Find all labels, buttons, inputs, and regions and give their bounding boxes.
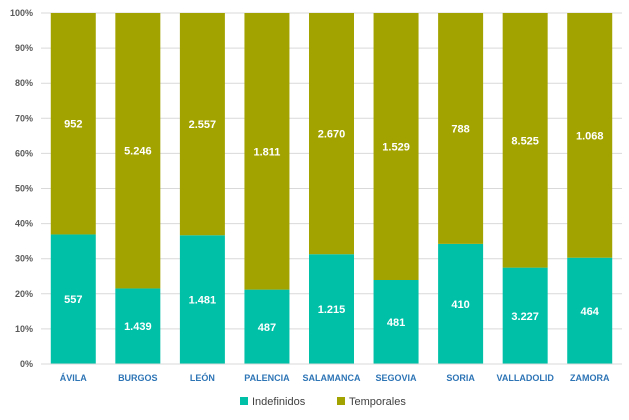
- legend-label: Indefinidos: [252, 396, 306, 408]
- x-tick-label: LEÓN: [190, 372, 215, 383]
- legend-swatch-indefinidos: [240, 397, 248, 405]
- x-tick-label: ZAMORA: [570, 373, 610, 383]
- data-label: 1.529: [382, 142, 410, 154]
- data-label: 464: [581, 306, 600, 318]
- x-tick-label: SALAMANCA: [303, 373, 361, 383]
- bar-segment-temporales: [309, 13, 354, 255]
- data-label: 487: [258, 322, 276, 334]
- x-tick-label: SORIA: [446, 373, 475, 383]
- data-label: 3.227: [511, 311, 539, 323]
- bar-segment-indefinidos: [115, 288, 161, 364]
- y-tick-label: 20%: [15, 289, 33, 299]
- x-tick-label: ÁVILA: [60, 373, 88, 383]
- data-label: 1.068: [576, 130, 604, 142]
- y-tick-label: 50%: [15, 184, 33, 194]
- y-tick-label: 80%: [15, 78, 33, 88]
- bar-segment-temporales: [373, 13, 419, 281]
- bar-segment-temporales: [567, 13, 613, 258]
- y-tick-label: 0%: [20, 359, 33, 369]
- x-tick-label: VALLADOLID: [497, 373, 555, 383]
- bar-segment-indefinidos: [179, 235, 225, 364]
- data-label: 2.670: [318, 129, 346, 141]
- bar-segment-indefinidos: [50, 234, 96, 364]
- data-label: 557: [64, 294, 82, 306]
- y-axis: 0% 10% 20% 30% 40% 50% 60% 70% 80% 90% 100%: [10, 8, 33, 369]
- legend-swatch-temporales: [337, 397, 345, 405]
- bar-segment-indefinidos: [309, 254, 354, 364]
- y-tick-label: 40%: [15, 219, 33, 229]
- x-tick-label: PALENCIA: [244, 373, 290, 383]
- bar-segment-indefinidos: [567, 257, 613, 364]
- data-label: 410: [451, 299, 469, 311]
- bar-segment-temporales: [502, 13, 548, 268]
- data-label: 788: [451, 123, 469, 135]
- x-tick-label: BURGOS: [118, 373, 158, 383]
- bar-segment-indefinidos: [502, 267, 548, 364]
- data-label: 2.557: [189, 119, 217, 131]
- bar-segment-temporales: [438, 13, 484, 244]
- bar-segment-indefinidos: [244, 289, 290, 364]
- y-tick-label: 60%: [15, 148, 33, 158]
- data-label: 952: [64, 119, 82, 131]
- y-tick-label: 100%: [10, 8, 33, 18]
- bar-segment-temporales: [50, 13, 96, 235]
- y-tick-label: 30%: [15, 254, 33, 264]
- bar-segment-temporales: [179, 13, 225, 236]
- data-label: 481: [387, 317, 405, 329]
- data-label: 5.246: [124, 146, 152, 158]
- legend: Indefinidos Temporales: [240, 396, 406, 408]
- bar-segment-indefinidos: [438, 243, 484, 364]
- y-tick-label: 90%: [15, 43, 33, 53]
- bar-segment-temporales: [244, 13, 290, 290]
- y-tick-label: 10%: [15, 324, 33, 334]
- bar-segment-indefinidos: [373, 280, 419, 364]
- x-axis: ÁVILA BURGOS LEÓN PALENCIA SALAMANCA SEGOVIA S…: [41, 363, 622, 383]
- data-label: 1.215: [318, 304, 346, 316]
- bars: 557 952 1.439 5.246 1.481 2.557 487 1.811 1.215 2…: [50, 13, 613, 364]
- x-tick-label: SEGOVIA: [376, 373, 418, 383]
- data-label: 1.439: [124, 321, 152, 333]
- y-tick-label: 70%: [15, 113, 33, 123]
- bar-segment-temporales: [115, 13, 161, 289]
- data-label: 8.525: [511, 135, 539, 147]
- legend-label: Temporales: [349, 396, 406, 408]
- data-label: 1.481: [189, 295, 217, 307]
- data-label: 1.811: [253, 146, 280, 158]
